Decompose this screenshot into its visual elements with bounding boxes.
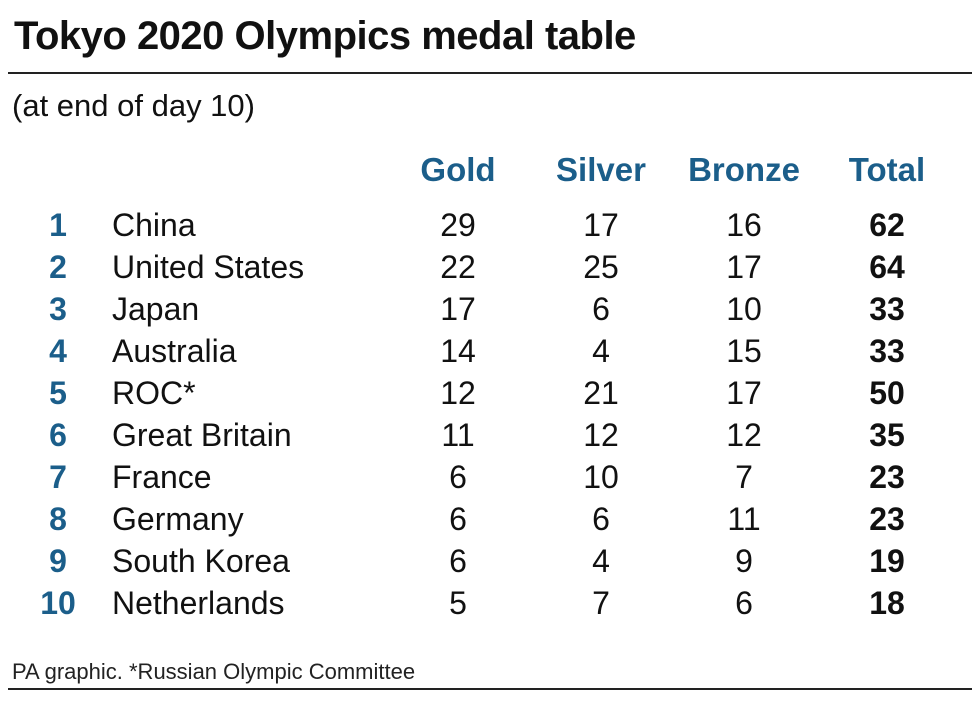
bronze-cell: 16 <box>726 207 762 243</box>
bottom-divider <box>8 688 972 690</box>
total-cell: 50 <box>869 375 905 411</box>
silver-cell: 12 <box>583 417 619 453</box>
country-cell: China <box>112 207 196 243</box>
title-divider <box>8 72 972 74</box>
rank-cell: 2 <box>49 249 67 285</box>
table-row: 7 France 6 10 7 23 <box>0 456 980 498</box>
rank-cell: 7 <box>49 459 67 495</box>
silver-cell: 6 <box>592 501 610 537</box>
bronze-cell: 17 <box>726 375 762 411</box>
country-cell: Australia <box>112 333 237 369</box>
bronze-cell: 15 <box>726 333 762 369</box>
total-cell: 33 <box>869 333 905 369</box>
bronze-cell: 11 <box>727 501 761 537</box>
gold-cell: 14 <box>440 333 476 369</box>
country-cell: United States <box>112 249 305 285</box>
table-row: 3 Japan 17 6 10 33 <box>0 288 980 330</box>
silver-cell: 17 <box>583 207 619 243</box>
rank-cell: 3 <box>49 291 67 327</box>
total-cell: 33 <box>869 291 905 327</box>
total-cell: 23 <box>869 459 905 495</box>
total-cell: 23 <box>869 501 905 537</box>
country-cell: Japan <box>112 291 200 327</box>
footnote: PA graphic. *Russian Olympic Committee <box>12 659 416 684</box>
country-cell: Germany <box>112 501 244 537</box>
table-row: 4 Australia 14 4 15 33 <box>0 330 980 372</box>
country-cell: South Korea <box>112 543 290 579</box>
total-cell: 19 <box>869 543 905 579</box>
table-row: 8 Germany 6 6 11 23 <box>0 498 980 540</box>
silver-cell: 7 <box>592 585 610 621</box>
rank-cell: 8 <box>49 501 67 537</box>
country-cell: Netherlands <box>112 585 285 621</box>
rank-cell: 4 <box>49 333 67 369</box>
country-cell: ROC* <box>112 375 196 411</box>
table-row: 10 Netherlands 5 7 6 18 <box>0 582 980 624</box>
gold-cell: 11 <box>441 417 475 453</box>
column-header-bronze: Bronze <box>688 151 800 188</box>
total-cell: 35 <box>869 417 905 453</box>
silver-cell: 6 <box>592 291 610 327</box>
rank-cell: 10 <box>40 585 76 621</box>
table-row: 2 United States 22 25 17 64 <box>0 246 980 288</box>
gold-cell: 6 <box>449 543 467 579</box>
bronze-cell: 10 <box>726 291 762 327</box>
silver-cell: 4 <box>592 333 610 369</box>
bronze-cell: 17 <box>726 249 762 285</box>
gold-cell: 6 <box>449 459 467 495</box>
gold-cell: 12 <box>440 375 476 411</box>
table-row: 5 ROC* 12 21 17 50 <box>0 372 980 414</box>
silver-cell: 10 <box>583 459 619 495</box>
bronze-cell: 9 <box>735 543 753 579</box>
bronze-cell: 6 <box>735 585 753 621</box>
country-cell: France <box>112 459 212 495</box>
bronze-cell: 7 <box>735 459 753 495</box>
rank-cell: 1 <box>49 207 67 243</box>
chart-title: Tokyo 2020 Olympics medal table <box>14 14 636 58</box>
chart-subtitle: (at end of day 10) <box>12 88 255 123</box>
silver-cell: 25 <box>583 249 619 285</box>
gold-cell: 17 <box>440 291 476 327</box>
bronze-cell: 12 <box>726 417 762 453</box>
gold-cell: 5 <box>449 585 467 621</box>
total-cell: 62 <box>869 207 905 243</box>
gold-cell: 29 <box>440 207 476 243</box>
gold-cell: 6 <box>449 501 467 537</box>
table-row: 9 South Korea 6 4 9 19 <box>0 540 980 582</box>
rank-cell: 5 <box>49 375 67 411</box>
column-header-total: Total <box>848 151 926 188</box>
rank-cell: 6 <box>49 417 67 453</box>
silver-cell: 21 <box>583 375 619 411</box>
silver-cell: 4 <box>592 543 610 579</box>
total-cell: 18 <box>869 585 905 621</box>
table-row: 6 Great Britain 11 12 12 35 <box>0 414 980 456</box>
column-header-gold: Gold <box>420 151 496 188</box>
rank-cell: 9 <box>49 543 67 579</box>
country-cell: Great Britain <box>112 417 292 453</box>
gold-cell: 22 <box>440 249 476 285</box>
column-header-silver: Silver <box>556 151 646 188</box>
total-cell: 64 <box>869 249 905 285</box>
table-row: 1 China 29 17 16 62 <box>0 204 980 246</box>
